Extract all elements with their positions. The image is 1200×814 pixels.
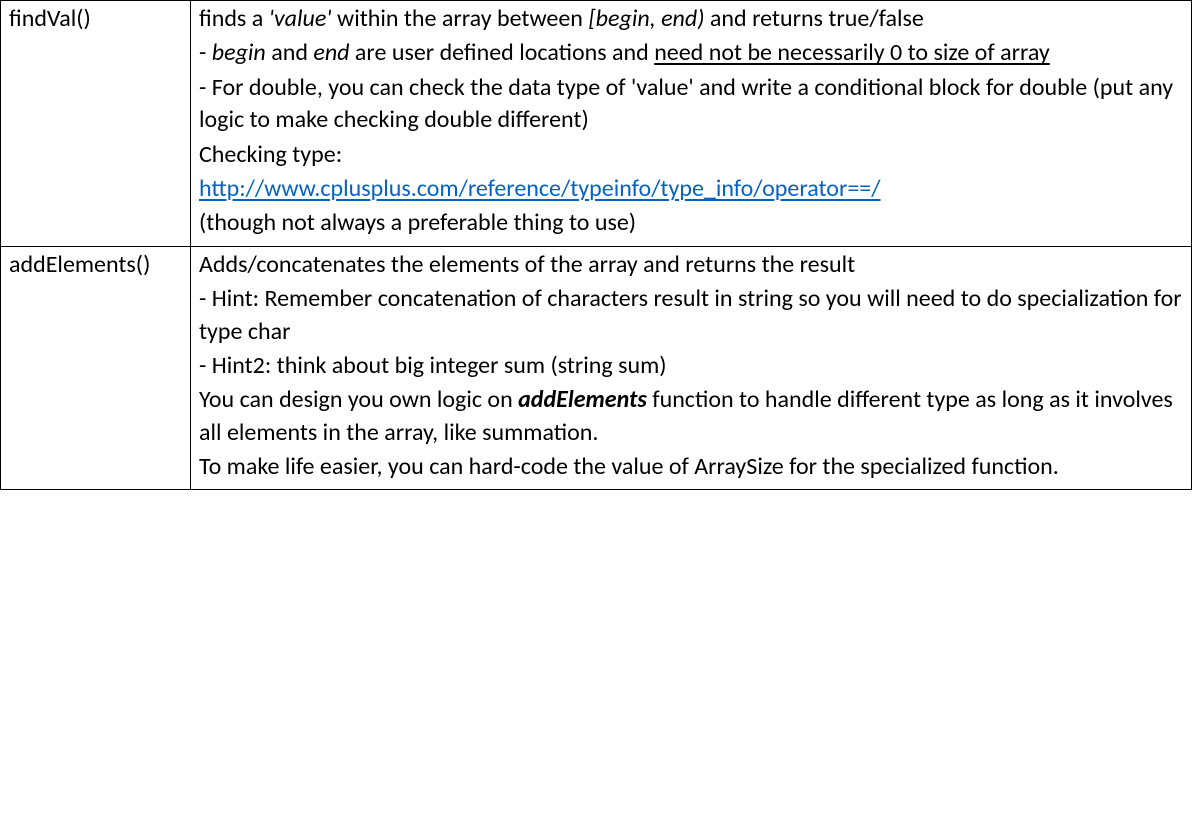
text-italic: begin <box>212 38 266 67</box>
function-name-text: addElements() <box>9 250 150 279</box>
text: Adds/concatenates the elements of the ar… <box>199 250 855 279</box>
text-italic: [begin, end) <box>588 4 704 33</box>
desc-line: (though not always a preferable thing to… <box>199 207 1183 239</box>
text: - <box>199 38 212 67</box>
function-spec-table: findVal() finds a 'value' within the arr… <box>0 0 1192 490</box>
desc-line: Adds/concatenates the elements of the ar… <box>199 249 1183 281</box>
text: To make life easier, you can hard-code t… <box>199 452 1059 481</box>
text: You can design you own logic on <box>199 385 518 414</box>
desc-line: finds a 'value' within the array between… <box>199 3 1183 35</box>
desc-line: - For double, you can check the data typ… <box>199 72 1183 137</box>
cell-function-desc: Adds/concatenates the elements of the ar… <box>191 246 1192 490</box>
text: (though not always a preferable thing to… <box>199 208 636 237</box>
text-italic: 'value' <box>269 4 332 33</box>
reference-link[interactable]: http://www.cplusplus.com/reference/typei… <box>199 174 881 203</box>
desc-line: - Hint2: think about big integer sum (st… <box>199 350 1183 382</box>
text: - Hint2: think about big integer sum (st… <box>199 351 667 380</box>
desc-line: To make life easier, you can hard-code t… <box>199 451 1183 483</box>
table-row: addElements() Adds/concatenates the elem… <box>1 246 1192 490</box>
cell-function-name: findVal() <box>1 1 191 247</box>
text-underline: need not be necessarily 0 to size of arr… <box>654 38 1050 67</box>
table-row: findVal() finds a 'value' within the arr… <box>1 1 1192 247</box>
cell-function-name: addElements() <box>1 246 191 490</box>
text: - Hint: Remember concatenation of charac… <box>199 284 1182 345</box>
desc-line: - Hint: Remember concatenation of charac… <box>199 283 1183 348</box>
desc-line: You can design you own logic on addEleme… <box>199 384 1183 449</box>
text: finds a <box>199 4 269 33</box>
text: and returns true/false <box>705 4 924 33</box>
text: are user defined locations and <box>350 38 655 67</box>
text: - For double, you can check the data typ… <box>199 73 1173 134</box>
text: Checking type: <box>199 140 342 169</box>
text: and <box>266 38 314 67</box>
text-bold-italic: addElements <box>518 385 647 414</box>
page: findVal() finds a 'value' within the arr… <box>0 0 1200 814</box>
desc-line: - begin and end are user defined locatio… <box>199 37 1183 69</box>
function-name-text: findVal() <box>9 4 91 33</box>
text-italic: end <box>313 38 349 67</box>
desc-line: Checking type: <box>199 139 1183 171</box>
desc-line: http://www.cplusplus.com/reference/typei… <box>199 173 1183 205</box>
cell-function-desc: finds a 'value' within the array between… <box>191 1 1192 247</box>
text: within the array between <box>332 4 589 33</box>
